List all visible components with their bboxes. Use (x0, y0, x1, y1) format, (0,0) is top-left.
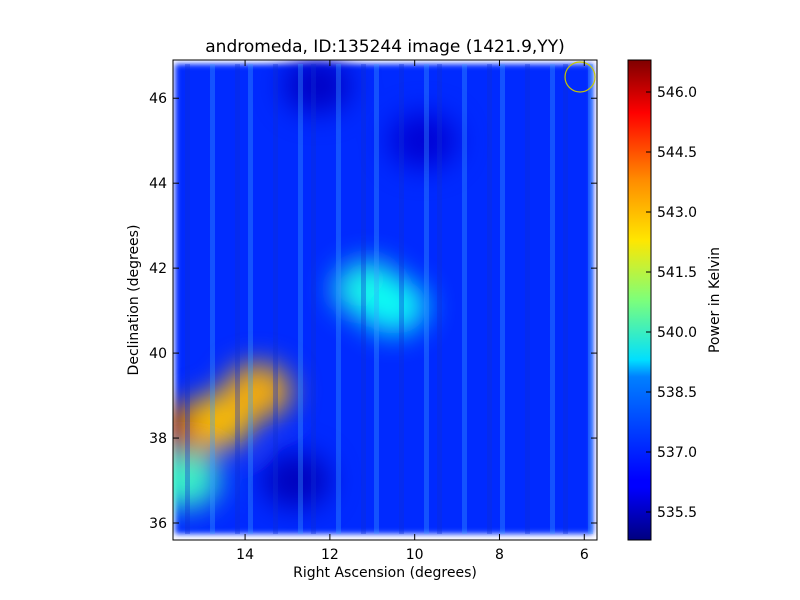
y-axis: 36 38 40 42 44 46 (149, 91, 597, 532)
colorbar-tick-label: 546.0 (657, 85, 697, 101)
y-tick-label: 44 (149, 176, 167, 192)
x-tick-label: 6 (580, 547, 589, 563)
scan-stripe (336, 64, 341, 534)
y-tick-label: 46 (149, 91, 167, 107)
colorbar-tick-label: 537.0 (657, 445, 697, 461)
scan-stripe (298, 64, 303, 534)
y-tick-label: 36 (149, 516, 167, 532)
scan-stripe (273, 64, 278, 534)
colorbar-tick-label: 538.5 (657, 385, 697, 401)
beam-marker (564, 61, 596, 93)
x-tick-label: 10 (406, 547, 424, 563)
scan-stripe (185, 64, 190, 534)
scan-stripe (500, 64, 505, 534)
scan-stripe (588, 64, 593, 534)
y-tick-label: 40 (149, 346, 167, 362)
y-axis-label: Declination (degrees) (126, 225, 142, 376)
x-tick-label: 12 (321, 547, 339, 563)
scan-stripe (487, 64, 492, 534)
heatmap-feature (283, 60, 352, 114)
chart-title: andromeda, ID:135244 image (1421.9,YY) (205, 37, 564, 57)
colorbar (627, 59, 652, 541)
heatmap-image (173, 60, 593, 534)
colorbar-tick-label: 543.0 (657, 205, 697, 221)
y-tick-label: 42 (149, 261, 167, 277)
scan-stripe (361, 64, 366, 534)
scan-stripe (374, 64, 379, 534)
heatmap-feature (173, 452, 220, 509)
scan-stripe (462, 64, 467, 534)
colorbar-tick-label: 540.0 (657, 325, 697, 341)
scan-stripe (437, 64, 442, 534)
scan-stripe (210, 64, 215, 534)
scan-stripe (235, 64, 240, 534)
scan-stripe (424, 64, 429, 534)
colorbar-tick-label: 541.5 (657, 265, 697, 281)
heatmap-feature (261, 452, 330, 509)
scan-stripe (399, 64, 404, 534)
scan-stripe (550, 64, 555, 534)
x-tick-label: 8 (495, 547, 504, 563)
plot-frame (172, 59, 598, 541)
colorbar-label: Power in Kelvin (707, 247, 723, 353)
scan-stripe (248, 64, 253, 534)
x-axis: 14 12 10 8 6 (236, 60, 589, 563)
colorbar-tick-label: 544.5 (657, 145, 697, 161)
colorbar-axis: 535.5 537.0 538.5 540.0 541.5 543.0 544.5 546.0 (646, 85, 697, 521)
y-tick-label: 38 (149, 431, 167, 447)
colorbar-tick-label: 535.5 (657, 505, 697, 521)
scan-stripe (311, 64, 316, 534)
heatmap-feature (389, 112, 458, 169)
scan-stripe (525, 64, 530, 534)
x-axis-label: Right Ascension (degrees) (293, 565, 477, 581)
scan-stripe (563, 64, 568, 534)
heatmap-feature (223, 363, 292, 420)
heatmap-feature (359, 278, 428, 335)
x-tick-label: 14 (236, 547, 254, 563)
